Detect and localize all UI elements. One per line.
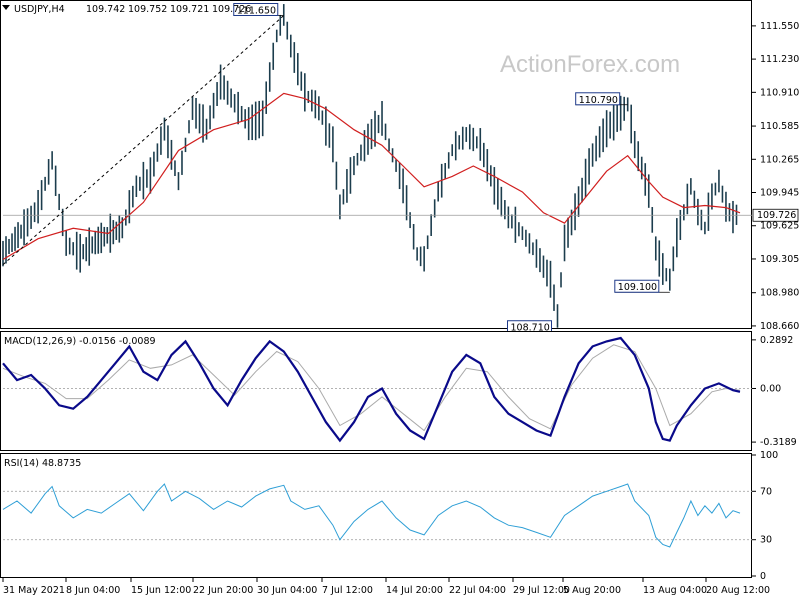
ohlc-low: 109.721 bbox=[170, 4, 209, 15]
ohlc-high: 109.752 bbox=[128, 4, 167, 15]
y-tick-label: 111.550 bbox=[760, 21, 799, 32]
watermark: ActionForex.com bbox=[500, 51, 680, 78]
ohlc-close: 109.726 bbox=[212, 4, 251, 15]
x-tick-label: 7 Jul 12:00 bbox=[322, 585, 373, 596]
y-tick-label: 109.305 bbox=[760, 254, 799, 265]
x-tick-label: 31 May 2021 bbox=[3, 585, 65, 596]
x-tick-label: 22 Jun 20:00 bbox=[193, 585, 253, 596]
annotation-label: 109.100 bbox=[618, 282, 657, 293]
moving-average-line bbox=[2, 92, 741, 261]
y-tick-label: 110.585 bbox=[760, 121, 799, 132]
x-tick-label: 20 Aug 12:00 bbox=[706, 585, 770, 596]
trend-line bbox=[2, 15, 285, 266]
y-tick-label: 108.660 bbox=[760, 321, 799, 332]
annotation-box bbox=[575, 92, 621, 106]
y-tick-label: -0.3189 bbox=[760, 437, 797, 448]
annotation-box bbox=[233, 2, 279, 16]
y-tick-label: 111.230 bbox=[760, 54, 799, 65]
y-tick-label: 109.945 bbox=[760, 188, 799, 199]
price-panel: ActionForex.com 111.650 110.790 109.100 108… bbox=[0, 0, 799, 334]
macd-signal-line bbox=[2, 344, 741, 432]
ohlc-open: 109.742 bbox=[86, 4, 125, 15]
current-price-label: 109.726 bbox=[757, 210, 796, 221]
y-tick-label: 108.980 bbox=[760, 288, 799, 299]
x-tick-label: 22 Jul 04:00 bbox=[449, 585, 506, 596]
y-tick-label: 0.00 bbox=[760, 383, 781, 394]
y-tick-label: 110.265 bbox=[760, 154, 799, 165]
rsi-panel: 100 70 30 0 RSI(14) 48.8735 bbox=[0, 450, 778, 582]
x-tick-label: 29 Jul 12:00 bbox=[513, 585, 570, 596]
current-price-box bbox=[752, 208, 799, 222]
symbol-header: USDJPY,H4 bbox=[14, 4, 65, 15]
x-tick-label: 15 Jun 12:00 bbox=[131, 585, 191, 596]
rsi-line bbox=[2, 483, 741, 548]
x-tick-label: 13 Aug 04:00 bbox=[643, 585, 707, 596]
y-tick-label: 70 bbox=[760, 486, 772, 497]
y-tick-label: 30 bbox=[760, 535, 772, 546]
symbol-dropdown-icon[interactable] bbox=[2, 5, 10, 10]
annotation-label: 110.790 bbox=[579, 95, 618, 106]
macd-line bbox=[2, 336, 741, 443]
y-tick-label: 110.910 bbox=[760, 87, 799, 98]
y-tick-label: 100 bbox=[760, 450, 778, 461]
x-tick-label: 14 Jul 20:00 bbox=[386, 585, 443, 596]
y-tick-label: 0.2892 bbox=[760, 335, 793, 346]
x-tick-label: 5 Aug 20:00 bbox=[563, 585, 621, 596]
y-tick-label: 109.625 bbox=[760, 221, 799, 232]
macd-panel: 0.2892 0.00 -0.3189 MACD(12,26,9) -0.0156 … bbox=[0, 331, 797, 451]
x-tick-label: 30 Jun 04:00 bbox=[257, 585, 317, 596]
macd-label: MACD(12,26,9) -0.0156 -0.0089 bbox=[4, 336, 156, 347]
x-tick-label: 8 Jun 04:00 bbox=[66, 585, 120, 596]
y-tick-label: 0 bbox=[760, 571, 766, 582]
annotation-label: 108.710 bbox=[511, 323, 550, 334]
annotation-box bbox=[614, 279, 660, 293]
x-axis: 31 May 2021 8 Jun 04:00 15 Jun 12:00 22 Jun… bbox=[2, 578, 770, 596]
annotation-label: 111.650 bbox=[237, 5, 276, 16]
rsi-label: RSI(14) 48.8735 bbox=[4, 458, 81, 469]
